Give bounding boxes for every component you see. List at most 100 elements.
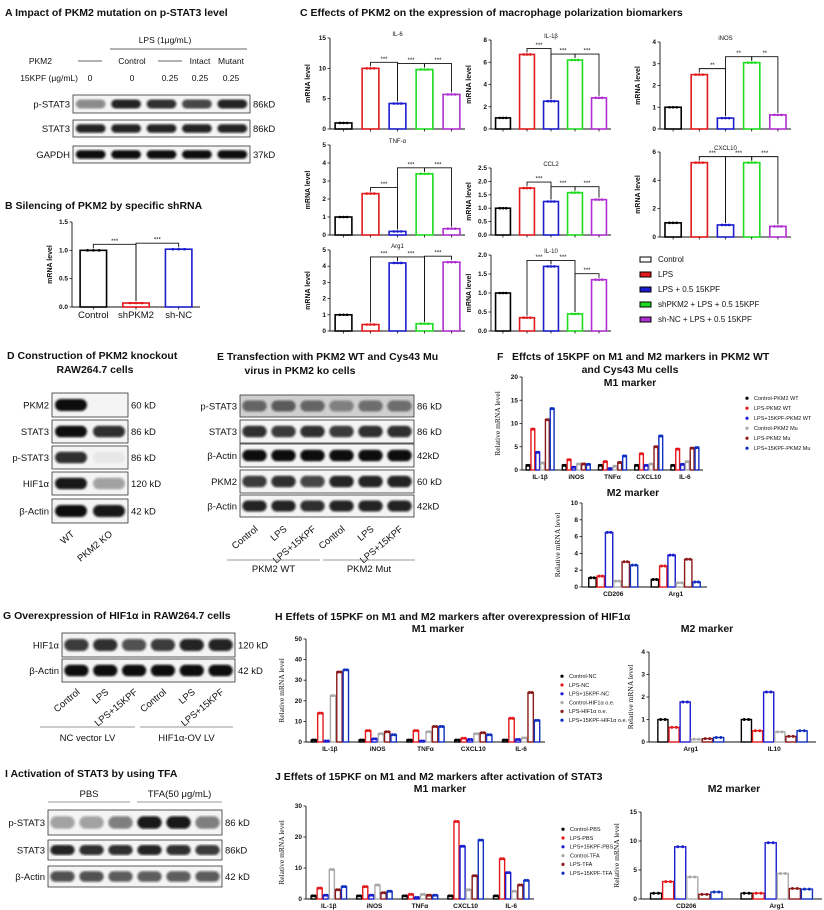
data-point [597, 198, 601, 201]
data-point [549, 265, 553, 268]
bar [768, 225, 787, 238]
legend-label: Control-TFA [570, 853, 600, 859]
blot-band [93, 425, 125, 438]
y-tick-label: 1 [641, 717, 645, 724]
data-point [776, 113, 780, 117]
blot-band [329, 475, 354, 488]
bar [776, 872, 790, 900]
bar [686, 876, 699, 900]
data-point [423, 322, 426, 326]
data-point [546, 99, 550, 103]
bar [664, 106, 683, 130]
kpf-value: 0.25 [192, 73, 209, 83]
data-point [498, 206, 502, 210]
data-point [465, 888, 469, 892]
bar [517, 884, 524, 900]
blot-row [61, 658, 236, 683]
bar [334, 889, 342, 900]
data-point [685, 557, 689, 561]
y-axis-label: mRNA level [305, 64, 312, 103]
data-point [493, 894, 497, 898]
blot-row-label: GAPDH [36, 150, 70, 161]
y-tick-label: 4 [641, 649, 645, 656]
y-tick-label: 4 [652, 39, 656, 46]
blot-row [51, 445, 129, 470]
western-blot [72, 94, 251, 164]
bar [588, 577, 597, 588]
data-point [552, 265, 556, 268]
data-point [576, 312, 580, 316]
data-point [660, 564, 664, 568]
y-tick-label: 8 [574, 517, 578, 524]
blot-row-label: β-Actin [29, 666, 59, 677]
data-point [619, 461, 623, 465]
blot-band [137, 871, 162, 882]
data-point [331, 868, 335, 872]
kpf-value: 0 [88, 73, 93, 83]
blot-band [93, 664, 118, 677]
bar [342, 669, 350, 743]
panel-d-title: D Construction of PKM2 knockout [7, 350, 178, 362]
data-point [378, 732, 382, 736]
data-point [651, 577, 655, 581]
significance-label: *** [709, 151, 717, 157]
y-axis-label: mRNA level [635, 66, 642, 105]
data-point [669, 880, 673, 884]
data-point [330, 694, 334, 698]
blot-band [179, 664, 204, 677]
blot-row [239, 494, 415, 518]
bar [679, 701, 691, 743]
data-point [441, 725, 445, 729]
blot-band [329, 500, 354, 512]
y-tick-label: 8 [483, 37, 487, 44]
legend-item: Control-NC [560, 674, 597, 680]
blot-band [182, 150, 212, 159]
data-point [134, 301, 138, 305]
y-tick-label: 10 [295, 718, 303, 725]
bar [740, 718, 753, 743]
data-point [524, 736, 528, 740]
blot-band [93, 639, 118, 651]
data-point [771, 841, 775, 845]
bar [566, 191, 584, 236]
y-tick-label: 0 [514, 467, 518, 474]
data-point [532, 427, 536, 431]
y-tick-label: 2 [641, 694, 645, 701]
chart-title: TNF-α [389, 139, 407, 145]
data-point [630, 563, 634, 567]
y-tick-label: 2 [574, 567, 578, 574]
data-point [361, 738, 365, 742]
data-point [587, 462, 591, 466]
data-point [323, 739, 327, 743]
data-point [668, 553, 672, 557]
x-tick-label: IL-1β [532, 474, 548, 481]
legend-label: LPS-PKM2 Mu [754, 436, 790, 442]
chart-title: IL-1β [544, 34, 558, 40]
bar [690, 73, 709, 130]
data-point [675, 221, 678, 225]
blot-band [108, 845, 133, 855]
data-point [408, 892, 412, 896]
data-point [450, 260, 453, 264]
bar [621, 561, 631, 588]
legend-label: Control-HIF1α o.e. [569, 700, 615, 706]
data-point [720, 223, 724, 227]
blot-band [137, 816, 162, 829]
x-tick-label: CXCL10 [636, 474, 661, 481]
legend-swatch [639, 256, 652, 263]
y-tick-label: 6 [652, 149, 656, 156]
data-point [766, 841, 770, 845]
data-point [660, 434, 664, 438]
bar [689, 447, 695, 471]
blot-band [271, 449, 296, 462]
bar [675, 582, 685, 588]
data-point [374, 883, 378, 887]
data-point [426, 68, 430, 71]
data-point [358, 894, 362, 898]
y-axis-label: Relative mRNA level [277, 658, 286, 723]
data-point [640, 452, 644, 456]
data-point [790, 887, 794, 891]
data-point [323, 893, 327, 897]
data-point [177, 247, 180, 251]
data-point [708, 737, 712, 741]
